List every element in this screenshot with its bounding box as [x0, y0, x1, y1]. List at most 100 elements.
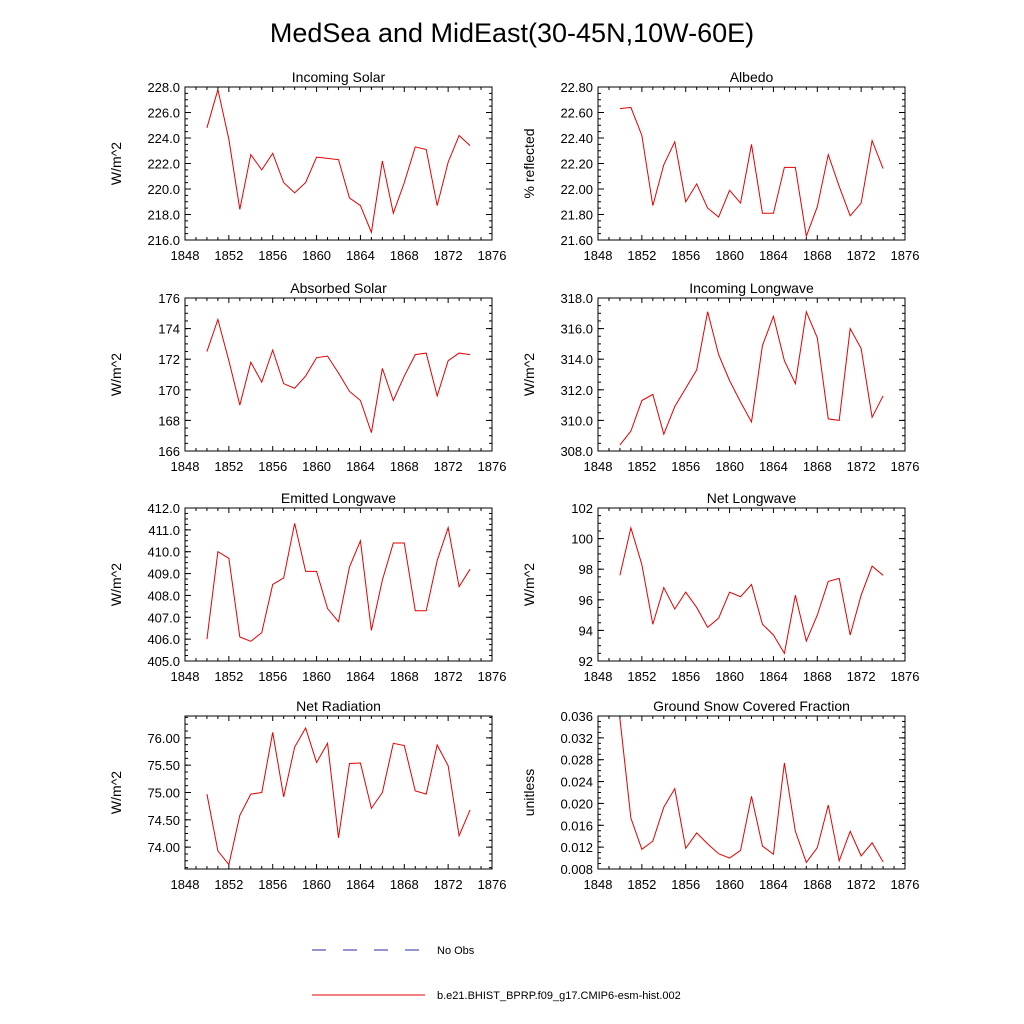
absorbed-solar-xtick-label: 1876: [478, 459, 507, 474]
incoming-longwave-xtick-label: 1848: [584, 459, 613, 474]
absorbed-solar-xtick-label: 1868: [390, 459, 419, 474]
net-radiation-series-line: [206, 726, 471, 866]
incoming-solar-xtick-label: 1860: [302, 248, 331, 263]
absorbed-solar-ytick-label: 172: [158, 352, 180, 367]
net-longwave-ytick-label: 100: [571, 532, 593, 547]
net-radiation-ytick-label: 75.00: [147, 786, 180, 801]
ground-snow-covered-fraction-ytick-label: 0.012: [560, 840, 593, 855]
panel-ground-snow-covered-fraction: 1848 1852 1856 1860 1864 1868 1872 1876 0.008 0.0…: [521, 698, 919, 892]
net-radiation-title: Net Radiation: [296, 698, 381, 714]
net-longwave-ylabel: W/m^2: [521, 563, 537, 606]
emitted-longwave-xtick-label: 1864: [346, 669, 375, 684]
albedo-ytick-label: 22.60: [560, 106, 593, 121]
ground-snow-covered-fraction-xtick-label: 1864: [759, 877, 788, 892]
net-longwave-xtick-label: 1848: [584, 669, 613, 684]
net-radiation-xtick-label: 1848: [171, 877, 200, 892]
absorbed-solar-series-line: [206, 317, 471, 433]
net-radiation-ytick-label: 76.00: [147, 731, 180, 746]
ground-snow-covered-fraction-frame: [597, 715, 906, 870]
incoming-solar-xtick-label: 1872: [434, 248, 463, 263]
incoming-longwave-ytick-label: 308.0: [560, 444, 593, 459]
net-longwave-xtick-label: 1852: [627, 669, 656, 684]
incoming-longwave-frame: [597, 297, 906, 452]
albedo-xtick-label: 1852: [627, 248, 656, 263]
panel-incoming-longwave: 1848 1852 1856 1860 1864 1868 1872 1876 308.0 310…: [521, 280, 919, 474]
net-radiation-xtick-label: 1876: [478, 877, 507, 892]
emitted-longwave-ytick-label: 408.0: [147, 588, 180, 603]
ground-snow-covered-fraction-ylabel: unitless: [521, 769, 537, 816]
incoming-solar-xtick-label: 1848: [171, 248, 200, 263]
incoming-longwave-ytick-label: 316.0: [560, 322, 593, 337]
incoming-longwave-xtick-label: 1864: [759, 459, 788, 474]
ground-snow-covered-fraction-xtick-label: 1852: [627, 877, 656, 892]
ground-snow-covered-fraction-xtick-label: 1860: [715, 877, 744, 892]
absorbed-solar-xtick-label: 1848: [171, 459, 200, 474]
ground-snow-covered-fraction-xtick-label: 1876: [891, 877, 920, 892]
emitted-longwave-ytick-label: 406.0: [147, 632, 180, 647]
figure-title: MedSea and MidEast(30-45N,10W-60E): [270, 18, 754, 48]
emitted-longwave-ylabel: W/m^2: [108, 563, 124, 606]
incoming-longwave-title: Incoming Longwave: [689, 280, 814, 296]
net-longwave-series-line: [619, 525, 884, 655]
net-longwave-xtick-label: 1876: [891, 669, 920, 684]
net-longwave-ytick-label: 96: [579, 593, 593, 608]
incoming-solar-xtick-label: 1868: [390, 248, 419, 263]
net-longwave-ytick-label: 98: [579, 562, 593, 577]
absorbed-solar-xtick-label: 1864: [346, 459, 375, 474]
ground-snow-covered-fraction-ytick-label: 0.024: [560, 775, 593, 790]
net-longwave-ytick-label: 92: [579, 654, 593, 669]
absorbed-solar-ytick-label: 170: [158, 383, 180, 398]
emitted-longwave-ytick-label: 407.0: [147, 610, 180, 625]
albedo-title: Albedo: [730, 69, 774, 85]
net-radiation-xtick-label: 1856: [258, 877, 287, 892]
emitted-longwave-ytick-label: 410.0: [147, 545, 180, 560]
panel-absorbed-solar: 1848 1852 1856 1860 1864 1868 1872 1876 166 168 17…: [108, 280, 506, 474]
incoming-longwave-xtick-label: 1876: [891, 459, 920, 474]
emitted-longwave-ytick-label: 411.0: [148, 523, 180, 538]
incoming-solar-xtick-label: 1852: [214, 248, 243, 263]
absorbed-solar-title: Absorbed Solar: [290, 280, 387, 296]
incoming-solar-title: Incoming Solar: [292, 69, 386, 85]
panel-incoming-solar: 1848 1852 1856 1860 1864 1868 1872 1876 216.0 218…: [108, 69, 506, 263]
net-radiation-xtick-label: 1860: [302, 877, 331, 892]
albedo-xtick-label: 1872: [847, 248, 876, 263]
albedo-frame: [597, 86, 906, 241]
incoming-solar-ytick-label: 224.0: [147, 131, 180, 146]
incoming-solar-xtick-label: 1856: [258, 248, 287, 263]
albedo-xtick-label: 1848: [584, 248, 613, 263]
net-longwave-title: Net Longwave: [707, 490, 797, 506]
incoming-longwave-ytick-label: 314.0: [560, 352, 593, 367]
absorbed-solar-xtick-label: 1872: [434, 459, 463, 474]
panel-net-longwave: 1848 1852 1856 1860 1864 1868 1872 1876 92 94 96 98…: [521, 490, 919, 684]
albedo-ytick-label: 21.60: [560, 233, 593, 248]
albedo-series-line: [619, 106, 884, 239]
incoming-solar-ytick-label: 228.0: [147, 80, 180, 95]
absorbed-solar-ytick-label: 174: [158, 322, 180, 337]
panel-net-radiation: 1848 1852 1856 1860 1864 1868 1872 1876 74.00 74.…: [108, 698, 506, 892]
legend-model-label: b.e21.BHIST_BPRP.f09_g17.CMIP6-esm-hist.…: [437, 990, 681, 1002]
emitted-longwave-xtick-label: 1852: [214, 669, 243, 684]
emitted-longwave-xtick-label: 1872: [434, 669, 463, 684]
net-radiation-xtick-label: 1852: [214, 877, 243, 892]
net-longwave-xtick-label: 1868: [803, 669, 832, 684]
albedo-ytick-label: 21.80: [560, 208, 593, 223]
incoming-solar-series-line: [206, 89, 471, 235]
incoming-longwave-xtick-label: 1872: [847, 459, 876, 474]
net-radiation-xtick-label: 1868: [390, 877, 419, 892]
incoming-solar-ytick-label: 226.0: [147, 106, 180, 121]
albedo-xtick-label: 1856: [671, 248, 700, 263]
incoming-longwave-xtick-label: 1852: [627, 459, 656, 474]
ground-snow-covered-fraction-ytick-label: 0.036: [560, 709, 593, 724]
net-radiation-frame: [184, 715, 493, 870]
ground-snow-covered-fraction-xtick-label: 1868: [803, 877, 832, 892]
net-longwave-xtick-label: 1872: [847, 669, 876, 684]
incoming-longwave-xtick-label: 1860: [715, 459, 744, 474]
emitted-longwave-ytick-label: 405.0: [147, 654, 180, 669]
ground-snow-covered-fraction-ytick-label: 0.028: [560, 753, 593, 768]
ground-snow-covered-fraction-series-line: [619, 718, 884, 864]
emitted-longwave-ytick-label: 412.0: [147, 501, 180, 516]
net-longwave-ytick-label: 94: [579, 623, 593, 638]
incoming-solar-ytick-label: 218.0: [147, 208, 180, 223]
incoming-longwave-ytick-label: 310.0: [560, 413, 593, 428]
